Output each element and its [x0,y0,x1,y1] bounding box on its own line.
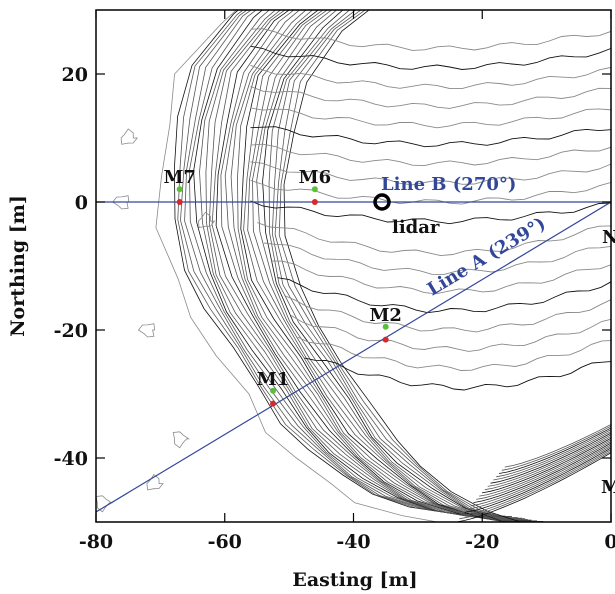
marker-group: M7 M6 M2 M1 [163,167,402,407]
x-tick-label: 0 [604,531,615,553]
right-edge-label-bottom: M [601,477,615,498]
y-tick-label: 0 [75,192,88,214]
m6-red-point [311,199,318,205]
m1-green-point [270,387,277,394]
m6-label: M6 [299,167,331,188]
x-tick-label: -40 [336,531,370,553]
m7-red-point [176,199,183,205]
axis-ticks: -80 -60 -40 -20 0 20 0 -20 -40 [54,10,615,553]
line-a-label: Line A (239°) [424,213,550,300]
m6-green-point [311,186,318,193]
x-tick-label: -20 [465,531,499,553]
terrain-contours [96,10,611,522]
m2-label: M2 [369,305,401,326]
y-tick-label: -20 [54,320,88,342]
line-b-label: Line B (270°) [381,174,516,195]
m7-label: M7 [163,167,195,188]
x-tick-label: -60 [208,531,242,553]
y-axis-title: Northing [m] [7,195,29,337]
x-tick-label: -80 [79,531,113,553]
y-tick-label: -40 [54,448,88,470]
m7-green-point [176,186,183,193]
y-tick-label: 20 [62,64,88,86]
m2-green-point [382,323,389,330]
right-edge-label-top: N [602,227,615,248]
m2-red-point [382,336,389,343]
m1-label: M1 [257,369,289,390]
lidar-marker [373,193,391,211]
line-a [96,201,611,513]
x-axis-title: Easting [m] [292,569,417,591]
m1-red-point [270,400,277,407]
lidar-label: lidar [392,217,440,238]
